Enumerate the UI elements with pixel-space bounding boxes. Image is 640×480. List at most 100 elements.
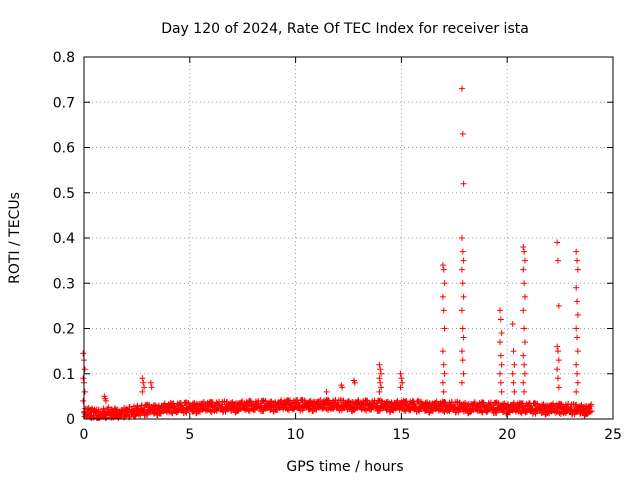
data-point (400, 407, 407, 414)
data-point (355, 397, 362, 404)
data-point (183, 409, 190, 416)
data-point (397, 370, 404, 377)
data-point (397, 384, 404, 391)
data-point (500, 409, 507, 416)
data-point (498, 330, 505, 337)
data-point (521, 280, 528, 287)
data-point (439, 348, 446, 355)
data-point (497, 316, 504, 323)
data-point (460, 370, 467, 377)
data-point (517, 409, 524, 416)
data-point (555, 357, 562, 364)
data-point (521, 370, 528, 377)
data-point (351, 379, 358, 386)
data-point (497, 352, 504, 359)
data-point (103, 397, 110, 404)
data-point (440, 307, 447, 314)
data-point (320, 405, 327, 412)
x-tick-label: 15 (392, 427, 410, 443)
y-tick-label: 0.2 (53, 322, 75, 338)
data-point (440, 361, 447, 368)
data-point (100, 405, 107, 412)
data-point (126, 404, 133, 411)
data-point (118, 413, 125, 420)
data-point (555, 302, 562, 309)
data-point (574, 370, 581, 377)
data-point (80, 350, 87, 357)
data-point (497, 307, 504, 314)
data-point (510, 379, 517, 386)
data-point (459, 248, 466, 255)
data-point (439, 262, 446, 269)
data-point (339, 384, 346, 391)
data-point (574, 257, 581, 264)
data-point (521, 388, 528, 395)
data-point (555, 384, 562, 391)
data-point (267, 407, 274, 414)
data-point (510, 399, 517, 406)
data-point (376, 375, 383, 382)
data-point (398, 375, 405, 382)
data-point (81, 388, 88, 395)
data-point (554, 348, 561, 355)
data-point (383, 407, 390, 414)
data-point (554, 257, 561, 264)
data-point (144, 411, 151, 418)
y-tick-label: 0.5 (53, 186, 75, 202)
data-point (458, 307, 465, 314)
data-point (378, 370, 385, 377)
data-point (458, 348, 465, 355)
data-point (573, 284, 580, 291)
data-point (81, 366, 88, 373)
data-point (460, 257, 467, 264)
data-point (440, 388, 447, 395)
data-point (376, 361, 383, 368)
data-point (80, 397, 87, 404)
data-point (588, 408, 595, 415)
data-point (239, 398, 246, 405)
data-point (394, 397, 401, 404)
data-point (150, 410, 157, 417)
data-point (373, 404, 380, 411)
data-point (458, 235, 465, 241)
data-point (323, 388, 330, 395)
data-point (553, 409, 560, 416)
data-point (497, 370, 504, 377)
data-point (478, 408, 485, 415)
data-point (497, 379, 504, 386)
data-point (439, 379, 446, 386)
data-point (459, 130, 466, 137)
data-points (80, 85, 595, 422)
data-point (573, 388, 580, 395)
data-point (573, 248, 580, 255)
y-tick-label: 0.4 (53, 231, 75, 247)
y-tick-label: 0 (66, 412, 75, 428)
data-point (520, 266, 527, 273)
x-tick-label: 10 (287, 427, 305, 443)
data-point (458, 379, 465, 386)
y-tick-label: 0.1 (53, 367, 75, 383)
data-point (574, 298, 581, 305)
data-point (377, 379, 384, 386)
data-point (510, 348, 517, 355)
data-point (437, 407, 444, 414)
data-point (459, 357, 466, 364)
data-point (161, 400, 168, 407)
x-tick-label: 25 (604, 427, 622, 443)
data-point (520, 244, 527, 251)
y-tick-label: 0.6 (53, 141, 75, 157)
data-point (574, 266, 581, 273)
data-point (498, 388, 505, 395)
data-point (441, 370, 448, 377)
data-point (460, 334, 467, 341)
y-tick-label: 0.7 (53, 95, 75, 111)
data-point (574, 334, 581, 341)
data-point (441, 325, 448, 332)
data-point (521, 248, 528, 255)
data-point (399, 379, 406, 386)
data-point (554, 375, 561, 382)
x-axis-label: GPS time / hours (286, 459, 403, 475)
chart-title: Day 120 of 2024, Rate Of TEC Index for r… (161, 21, 529, 37)
data-point (511, 361, 518, 368)
data-point (278, 397, 285, 404)
